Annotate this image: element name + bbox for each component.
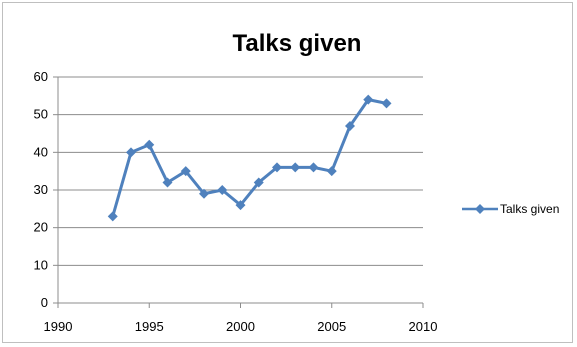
data-point — [326, 166, 337, 177]
series-line — [111, 98, 387, 217]
y-tick-label: 50 — [34, 107, 48, 122]
data-point — [199, 188, 209, 199]
data-point — [345, 120, 355, 131]
data-point — [272, 162, 282, 173]
y-tick-label: 10 — [34, 257, 48, 272]
data-point — [162, 177, 173, 188]
legend: Talks given — [462, 202, 559, 216]
chart-frame: Talks given 0 10 20 30 40 50 60 1990 1995 2000 200… — [2, 2, 573, 343]
data-point — [308, 162, 319, 173]
data-point — [217, 185, 228, 195]
y-tick-label: 20 — [34, 220, 48, 235]
data-point — [235, 200, 246, 211]
data-point — [381, 98, 392, 109]
data-point — [253, 177, 264, 188]
data-point — [126, 147, 136, 158]
legend-label: Talks given — [500, 202, 559, 216]
axes: 0 10 20 30 40 50 60 1990 1995 2000 2005 2010 — [34, 69, 438, 334]
chart-title: Talks given — [233, 30, 362, 57]
data-point — [144, 139, 155, 150]
data-point — [290, 162, 301, 173]
x-tick-label: 1990 — [44, 319, 73, 334]
y-tick-label: 60 — [34, 69, 48, 84]
y-tick-label: 30 — [34, 182, 48, 197]
gridlines — [58, 76, 423, 266]
series-layer — [107, 94, 392, 222]
y-tick-label: 0 — [41, 295, 48, 310]
data-point — [180, 166, 191, 177]
x-tick-label: 2000 — [226, 319, 255, 334]
line-chart: Talks given 0 10 20 30 40 50 60 1990 1995 2000 200… — [34, 30, 560, 334]
x-tick-label: 1995 — [135, 319, 164, 334]
y-tick-label: 40 — [34, 144, 48, 159]
x-tick-label: 2010 — [409, 319, 438, 334]
legend-marker — [475, 204, 485, 214]
data-point — [363, 94, 374, 105]
data-point — [107, 211, 118, 222]
x-tick-label: 2005 — [317, 319, 346, 334]
